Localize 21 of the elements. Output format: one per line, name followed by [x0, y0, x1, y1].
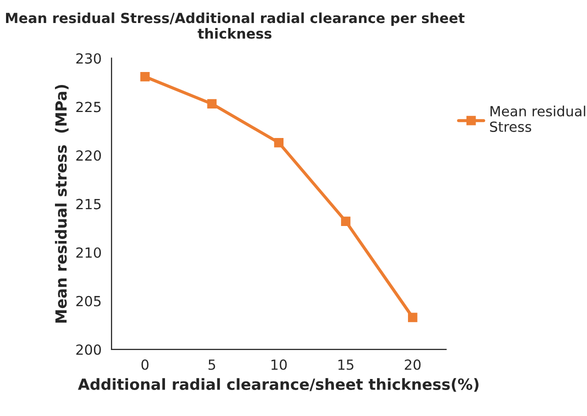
x-tick-label: 20 [404, 359, 421, 370]
point [274, 138, 284, 148]
point [140, 72, 150, 82]
y-tick-label: 230 [76, 53, 101, 64]
chart-title: Mean residual Stress/Additional radial clearance per sheet thickness [6, 12, 465, 39]
point [207, 99, 217, 109]
y-tick-label: 205 [76, 296, 101, 306]
y-tick-label: 200 [76, 344, 101, 355]
x-tick-label: 10 [272, 359, 287, 370]
x-tick-label: 15 [338, 360, 354, 370]
point [408, 312, 418, 322]
y-tick-label: 210 [76, 247, 101, 258]
y-axis-title: Mean residual stress (MPa) [54, 84, 69, 323]
x-tick-label: 5 [208, 360, 216, 370]
point [341, 216, 350, 226]
x-tick-label: 0 [141, 359, 148, 370]
y-tick-label: 220 [76, 150, 101, 161]
y-tick-label: 225 [76, 102, 101, 112]
y-tick-label: 215 [76, 198, 101, 210]
legend-label: Mean residual Stress [490, 106, 586, 132]
x-axis-title: Additional radial clearance/sheet thickness(%) [78, 378, 478, 392]
